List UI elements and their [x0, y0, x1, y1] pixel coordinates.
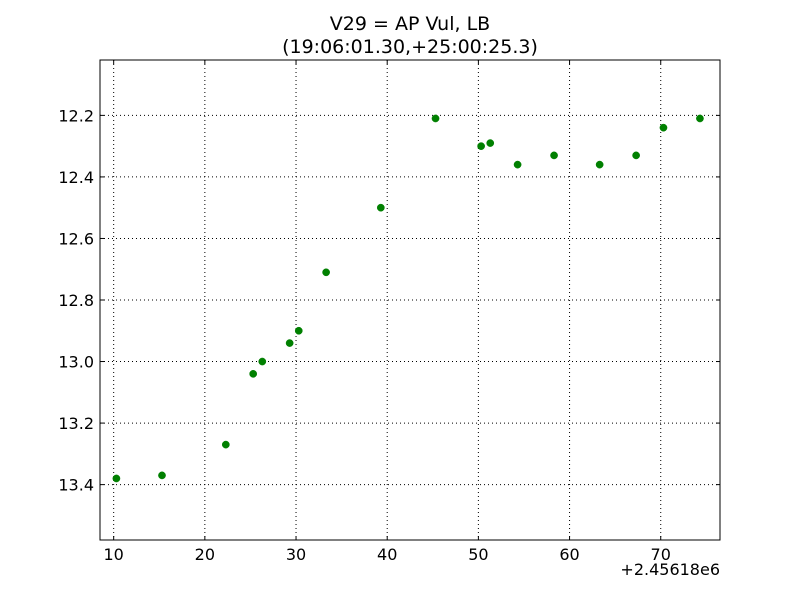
data-point [632, 151, 640, 160]
data-point [294, 326, 303, 335]
data-point [477, 142, 485, 151]
x-tick-label: 60 [559, 545, 579, 564]
x-tick-label: 50 [468, 545, 488, 564]
plot-area-frame [99, 59, 721, 541]
x-tick-label: 10 [103, 545, 123, 564]
x-tick-label: 20 [195, 545, 215, 564]
data-point [550, 151, 558, 160]
y-tick-label: 13.2 [58, 414, 94, 433]
grid-lines [100, 60, 720, 540]
x-tick-label: 30 [286, 545, 306, 564]
data-points [112, 114, 704, 483]
data-point [112, 474, 121, 483]
y-tick-label: 12.2 [58, 106, 94, 125]
data-point [376, 203, 385, 212]
data-point [158, 471, 166, 480]
y-tick-label: 12.4 [58, 168, 94, 187]
y-tick-label: 13.4 [58, 476, 94, 495]
data-point [513, 160, 522, 169]
x-tick-label: 40 [377, 545, 397, 564]
data-point [221, 440, 230, 449]
data-point [258, 357, 267, 366]
x-tick-label: 70 [651, 545, 671, 564]
data-point [285, 339, 294, 347]
data-point [486, 139, 495, 147]
data-point [249, 369, 258, 378]
chart-subtitle: (19:06:01.30,+25:00:25.3) [282, 36, 538, 58]
y-tick-label: 12.6 [58, 229, 94, 248]
x-axis-offset-label: +2.45618e6 [620, 560, 720, 579]
y-tick-label: 12.8 [58, 291, 94, 310]
y-tick-label: 13.0 [58, 353, 94, 372]
chart-title: V29 = AP Vul, LB [330, 13, 490, 35]
data-point [322, 268, 330, 277]
data-point [431, 114, 440, 123]
axis-ticks: 10 20 30 40 50 60 70 12.2 12.4 12.6 12.8 13.0 13.2 13… [58, 60, 720, 564]
data-point [696, 114, 704, 123]
data-point [595, 160, 604, 169]
data-point [659, 123, 668, 132]
